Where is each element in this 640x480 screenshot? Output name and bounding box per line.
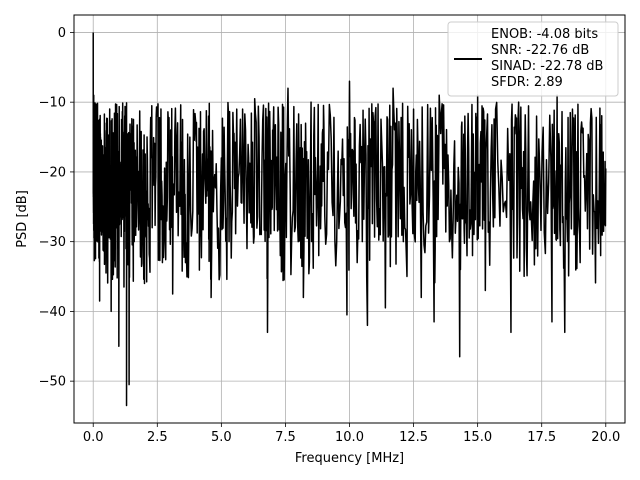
x-tick-label: 5.0 [211, 430, 232, 445]
y-tick-label: −20 [39, 165, 66, 180]
y-tick-label: −10 [39, 96, 66, 111]
x-axis-label: Frequency [MHz] [295, 451, 404, 466]
x-tick-label: 15.0 [463, 430, 492, 445]
y-tick-label: −30 [39, 235, 66, 250]
x-tick-label: 20.0 [591, 430, 620, 445]
y-tick-label: −40 [39, 305, 66, 320]
y-axis-label: PSD [dB] [15, 190, 30, 248]
y-tick-label: −50 [39, 375, 66, 390]
x-tick-label: 7.5 [275, 430, 296, 445]
x-tick-label: 17.5 [527, 430, 556, 445]
x-tick-label: 2.5 [147, 430, 168, 445]
legend-box [447, 21, 619, 97]
legend-enob-text: ENOB: -4.08 bits [491, 27, 598, 42]
legend-sinad-text: SINAD: -22.78 dB [491, 59, 603, 74]
axis-ticks: 0.0 2.5 5.0 7.5 10.0 12.5 15.0 17.5 20.0 0 −10 −20 −… [39, 26, 621, 445]
y-tick-label: 0 [58, 26, 66, 41]
legend-snr-text: SNR: -22.76 dB [491, 43, 589, 58]
legend-sfdr-text: SFDR: 2.89 [491, 75, 563, 90]
plot-area [92, 32, 607, 407]
psd-series-line [92, 32, 607, 407]
x-tick-label: 12.5 [399, 430, 428, 445]
x-tick-label: 0.0 [83, 430, 104, 445]
legend: ENOB: -4.08 bits SNR: -22.76 dB SINAD: -… [447, 21, 619, 97]
x-tick-label: 10.0 [335, 430, 364, 445]
